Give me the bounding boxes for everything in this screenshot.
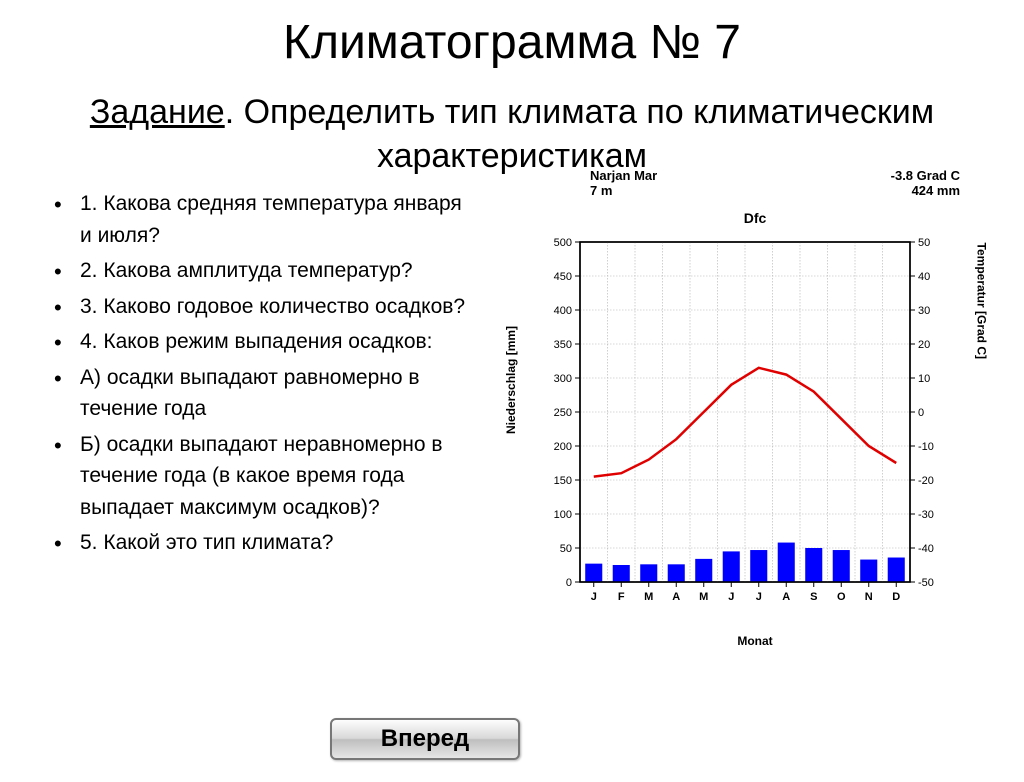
svg-text:-30: -30 (918, 509, 934, 521)
svg-text:40: 40 (918, 271, 930, 283)
svg-text:-50: -50 (918, 577, 934, 589)
svg-text:50: 50 (560, 543, 572, 555)
svg-text:200: 200 (554, 441, 572, 453)
svg-text:350: 350 (554, 339, 572, 351)
svg-text:100: 100 (554, 509, 572, 521)
svg-text:S: S (810, 591, 817, 603)
svg-text:400: 400 (554, 305, 572, 317)
question-item: 4. Каков режим выпадения осадков: (40, 326, 470, 358)
chart-climate-type: Dfc (520, 210, 990, 226)
svg-text:J: J (756, 591, 762, 603)
xaxis-label: Monat (520, 634, 990, 648)
svg-text:M: M (699, 591, 708, 603)
question-item: 1. Какова средняя температура января и и… (40, 188, 470, 251)
svg-text:300: 300 (554, 373, 572, 385)
svg-text:20: 20 (918, 339, 930, 351)
svg-text:-40: -40 (918, 543, 934, 555)
climate-chart: 050100150200250300350400450500-50-40-30-… (510, 234, 965, 612)
chart-location: Narjan Mar 7 m (590, 168, 657, 198)
svg-text:O: O (837, 591, 846, 603)
svg-text:-20: -20 (918, 475, 934, 487)
svg-text:J: J (591, 591, 597, 603)
svg-text:-10: -10 (918, 441, 934, 453)
svg-text:J: J (728, 591, 734, 603)
svg-text:250: 250 (554, 407, 572, 419)
svg-text:N: N (865, 591, 873, 603)
question-item: 3. Каково годовое количество осадков? (40, 291, 470, 323)
yaxis-left-label: Niederschlag [mm] (504, 326, 518, 434)
subtitle-rest: . Определить тип климата по климатически… (225, 93, 934, 175)
svg-text:10: 10 (918, 373, 930, 385)
svg-text:A: A (672, 591, 680, 603)
svg-text:30: 30 (918, 305, 930, 317)
question-item: 2. Какова амплитуда температур? (40, 255, 470, 287)
content-row: 1. Какова средняя температура января и и… (0, 188, 1024, 648)
chart-area: Narjan Mar 7 m -3.8 Grad C 424 mm Dfc Ni… (490, 188, 990, 648)
svg-text:D: D (892, 591, 900, 603)
svg-text:M: M (644, 591, 653, 603)
question-item: Б) осадки выпадают неравномерно в течени… (40, 429, 470, 524)
chart-stats: -3.8 Grad C 424 mm (891, 168, 960, 198)
svg-text:A: A (782, 591, 790, 603)
question-item: 5. Какой это тип климата? (40, 527, 470, 559)
svg-text:F: F (618, 591, 625, 603)
questions-list: 1. Какова средняя температура января и и… (0, 188, 470, 648)
svg-text:0: 0 (918, 407, 924, 419)
plot-wrap: Niederschlag [mm] 0501001502002503003504… (510, 234, 990, 612)
forward-button[interactable]: Вперед (330, 718, 520, 760)
svg-text:50: 50 (918, 237, 930, 249)
subtitle-label: Задание (90, 93, 225, 131)
svg-text:500: 500 (554, 237, 572, 249)
svg-text:0: 0 (566, 577, 572, 589)
yaxis-right-label: Temperatur [Grad C] (974, 243, 988, 359)
svg-text:150: 150 (554, 475, 572, 487)
question-item: А) осадки выпадают равномерно в течение … (40, 362, 470, 425)
page-title: Климатограмма № 7 (0, 15, 1024, 70)
chart-header: Narjan Mar 7 m -3.8 Grad C 424 mm (490, 168, 990, 198)
svg-text:450: 450 (554, 271, 572, 283)
subtitle: Задание. Определить тип климата по клима… (0, 90, 1024, 178)
